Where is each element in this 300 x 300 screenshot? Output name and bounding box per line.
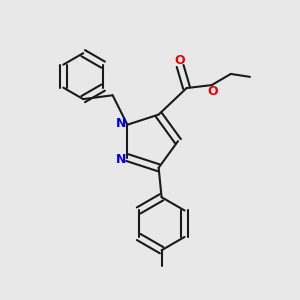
Text: N: N <box>116 153 126 166</box>
Text: N: N <box>116 117 126 130</box>
Text: O: O <box>207 85 218 98</box>
Text: O: O <box>174 54 184 67</box>
